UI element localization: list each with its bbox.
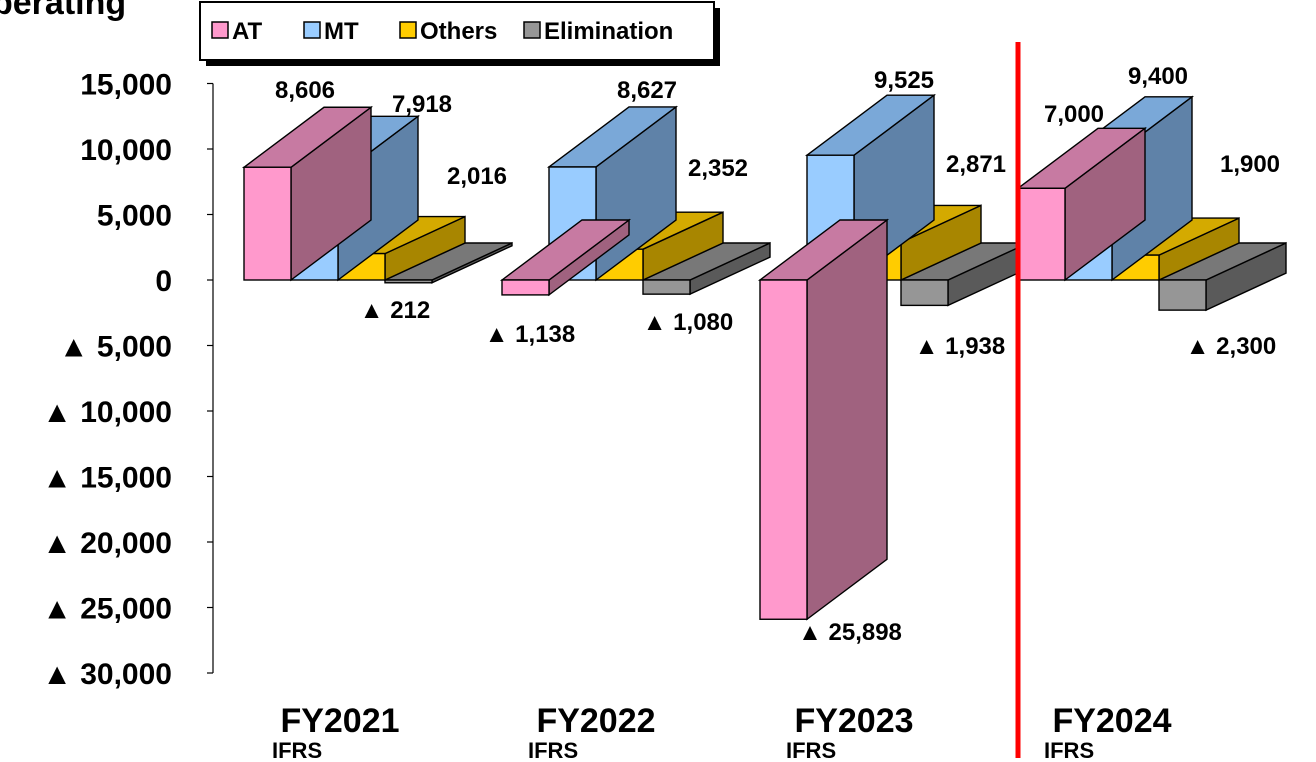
legend-swatch-elimination xyxy=(523,21,541,39)
legend-label-elimination: Elimination xyxy=(544,18,673,45)
data-label: ▲ 1,138 xyxy=(485,321,575,348)
bar-front xyxy=(243,166,292,281)
y-axis: 15,000 10,000 5,000 0 ▲ 5,000 ▲ 10,000 ▲ 15,00… xyxy=(42,69,214,691)
data-label: 7,000 xyxy=(1044,101,1104,128)
category-sublabel: IFRS xyxy=(786,738,836,762)
data-label: 1,900 xyxy=(1220,151,1280,178)
category-sublabel: IFRS xyxy=(272,738,322,762)
data-label: ▲ 212 xyxy=(360,297,430,324)
y-tick-label: 5,000 xyxy=(97,200,172,233)
legend-box xyxy=(199,1,715,61)
legend-label-others: Others xyxy=(420,18,497,45)
bar-elimination-fy2023 xyxy=(900,241,1029,307)
category-label: FY2022 xyxy=(536,702,655,740)
data-label: 2,016 xyxy=(447,163,507,190)
legend: AT MT Others Elimination xyxy=(199,1,720,66)
bar-front xyxy=(642,279,691,295)
data-label: 7,918 xyxy=(392,91,452,118)
data-label: ▲ 2,300 xyxy=(1186,333,1276,360)
bar-side xyxy=(806,218,888,621)
bar-at-fy2021 xyxy=(241,105,374,282)
bar-at-fy2022 xyxy=(499,218,632,297)
bar-front xyxy=(1017,187,1066,281)
data-label: ▲ 1,938 xyxy=(915,333,1005,360)
legend-label-at: AT xyxy=(232,18,263,45)
data-labels: 8,606 7,918 2,016 ▲ 212 ▲ 1,138 8,627 2,352 ▲ 1… xyxy=(275,63,1280,646)
chart-title: perating xyxy=(0,0,126,22)
y-tick-label: 15,000 xyxy=(80,69,172,102)
bar-front xyxy=(759,279,808,620)
data-label: 8,627 xyxy=(617,77,677,104)
y-tick-label: 0 xyxy=(155,265,172,298)
bar-front xyxy=(384,279,433,284)
y-tick-label: ▲ 20,000 xyxy=(42,527,172,560)
legend-label-mt: MT xyxy=(324,18,359,45)
category-label: FY2021 xyxy=(280,702,399,740)
bar-front xyxy=(900,279,949,307)
y-tick-label: ▲ 30,000 xyxy=(42,658,172,691)
legend-swatch-at xyxy=(211,21,229,39)
category-label: FY2024 xyxy=(1052,702,1171,740)
category-sublabel: IFRS xyxy=(528,738,578,762)
bar-at-fy2024 xyxy=(1015,126,1148,282)
y-tick-label: ▲ 5,000 xyxy=(59,331,172,364)
category-label: FY2023 xyxy=(794,702,913,740)
y-tick-label: ▲ 25,000 xyxy=(42,593,172,626)
y-tick-label: 10,000 xyxy=(80,134,172,167)
bar-at-fy2023 xyxy=(757,218,890,621)
data-label: 9,400 xyxy=(1128,63,1188,90)
data-label: ▲ 25,898 xyxy=(798,619,902,646)
y-tick-label: ▲ 10,000 xyxy=(42,396,172,429)
y-tick-label: ▲ 15,000 xyxy=(42,462,172,495)
bar-elimination-fy2021 xyxy=(384,241,513,284)
data-label: 8,606 xyxy=(275,77,335,104)
data-label: ▲ 1,080 xyxy=(643,309,733,336)
legend-swatch-others xyxy=(399,21,417,39)
data-label: 2,352 xyxy=(688,155,748,182)
bars xyxy=(241,93,1287,621)
bar-front xyxy=(501,279,550,296)
data-label: 9,525 xyxy=(874,67,934,94)
legend-swatch-mt xyxy=(303,21,321,39)
bar-front xyxy=(1158,279,1207,311)
category-sublabel: IFRS xyxy=(1044,738,1094,762)
data-label: 2,871 xyxy=(946,151,1006,178)
